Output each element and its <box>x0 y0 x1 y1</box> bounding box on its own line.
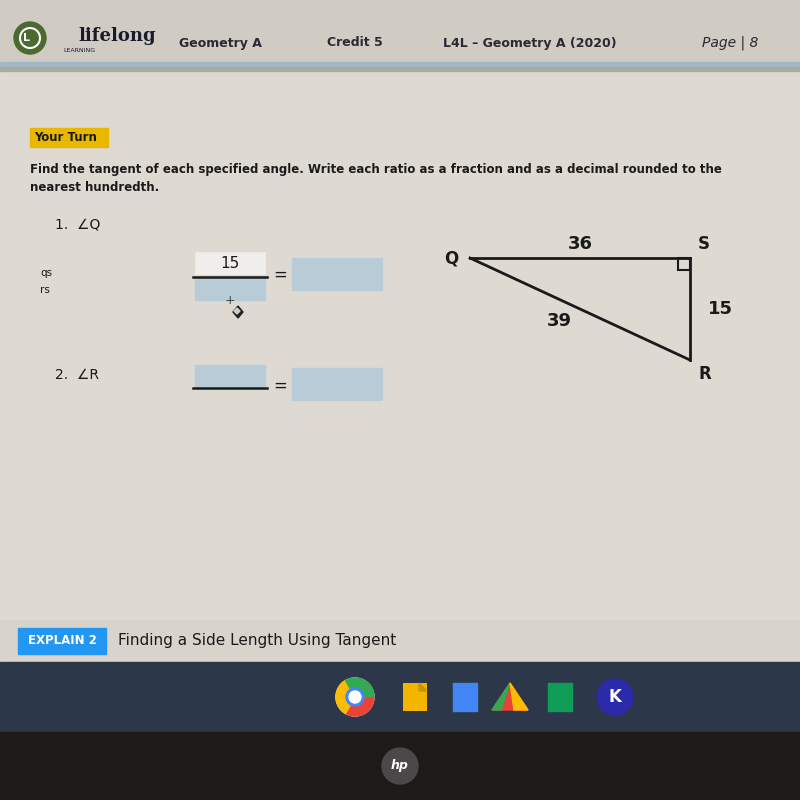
Bar <box>0 662 800 732</box>
Text: 36: 36 <box>567 235 593 253</box>
Text: K: K <box>609 688 622 706</box>
Text: qs: qs <box>40 268 52 278</box>
Polygon shape <box>510 683 528 710</box>
Text: 1.  ∠Q: 1. ∠Q <box>55 218 100 232</box>
Text: hp: hp <box>391 759 409 773</box>
Bar <box>195 365 265 387</box>
Circle shape <box>597 679 633 715</box>
Text: 15: 15 <box>708 300 733 318</box>
Circle shape <box>382 748 418 784</box>
Text: Geometry A: Geometry A <box>178 37 262 50</box>
Text: Page | 8: Page | 8 <box>702 36 758 50</box>
Bar <box>30 128 108 147</box>
Bar <box>453 683 477 711</box>
Polygon shape <box>346 697 374 716</box>
Polygon shape <box>336 681 355 714</box>
Circle shape <box>349 691 361 703</box>
Bar <box>292 368 382 400</box>
Bar <box>18 628 106 654</box>
Text: Q: Q <box>444 249 458 267</box>
Text: 39: 39 <box>547 312 572 330</box>
Bar <box>0 620 800 662</box>
Bar <box>195 252 265 274</box>
Polygon shape <box>419 683 427 691</box>
Polygon shape <box>492 683 510 710</box>
Bar <box>678 258 690 270</box>
Bar <box>548 683 572 711</box>
Bar <box>0 67 800 71</box>
Text: =: = <box>273 266 287 284</box>
Polygon shape <box>346 678 374 697</box>
Bar <box>292 258 382 290</box>
Text: L4L – Geometry A (2020): L4L – Geometry A (2020) <box>443 37 617 50</box>
Bar <box>0 732 800 800</box>
Bar <box>403 683 427 711</box>
Text: +: + <box>225 294 235 306</box>
Text: Your Turn: Your Turn <box>34 131 97 144</box>
Text: rs: rs <box>40 285 50 295</box>
Circle shape <box>14 22 46 54</box>
Text: R: R <box>698 365 710 383</box>
Bar <box>0 0 800 62</box>
Text: lifelong: lifelong <box>78 27 156 45</box>
Text: Credit 5: Credit 5 <box>327 37 383 50</box>
Polygon shape <box>234 308 240 314</box>
Text: LEARNING: LEARNING <box>63 47 95 53</box>
Text: L: L <box>22 33 30 43</box>
Text: =: = <box>273 377 287 395</box>
Text: 2.  ∠R: 2. ∠R <box>55 368 99 382</box>
Bar <box>0 62 800 67</box>
Circle shape <box>336 678 374 716</box>
Text: S: S <box>698 235 710 253</box>
Text: EXPLAIN 2: EXPLAIN 2 <box>27 634 97 647</box>
Text: 15: 15 <box>220 255 240 270</box>
Circle shape <box>346 688 364 706</box>
Text: Find the tangent of each specified angle. Write each ratio as a fraction and as : Find the tangent of each specified angle… <box>30 163 722 194</box>
Text: Finding a Side Length Using Tangent: Finding a Side Length Using Tangent <box>118 634 396 649</box>
Bar <box>195 278 265 300</box>
Polygon shape <box>233 306 243 318</box>
Polygon shape <box>492 683 528 710</box>
